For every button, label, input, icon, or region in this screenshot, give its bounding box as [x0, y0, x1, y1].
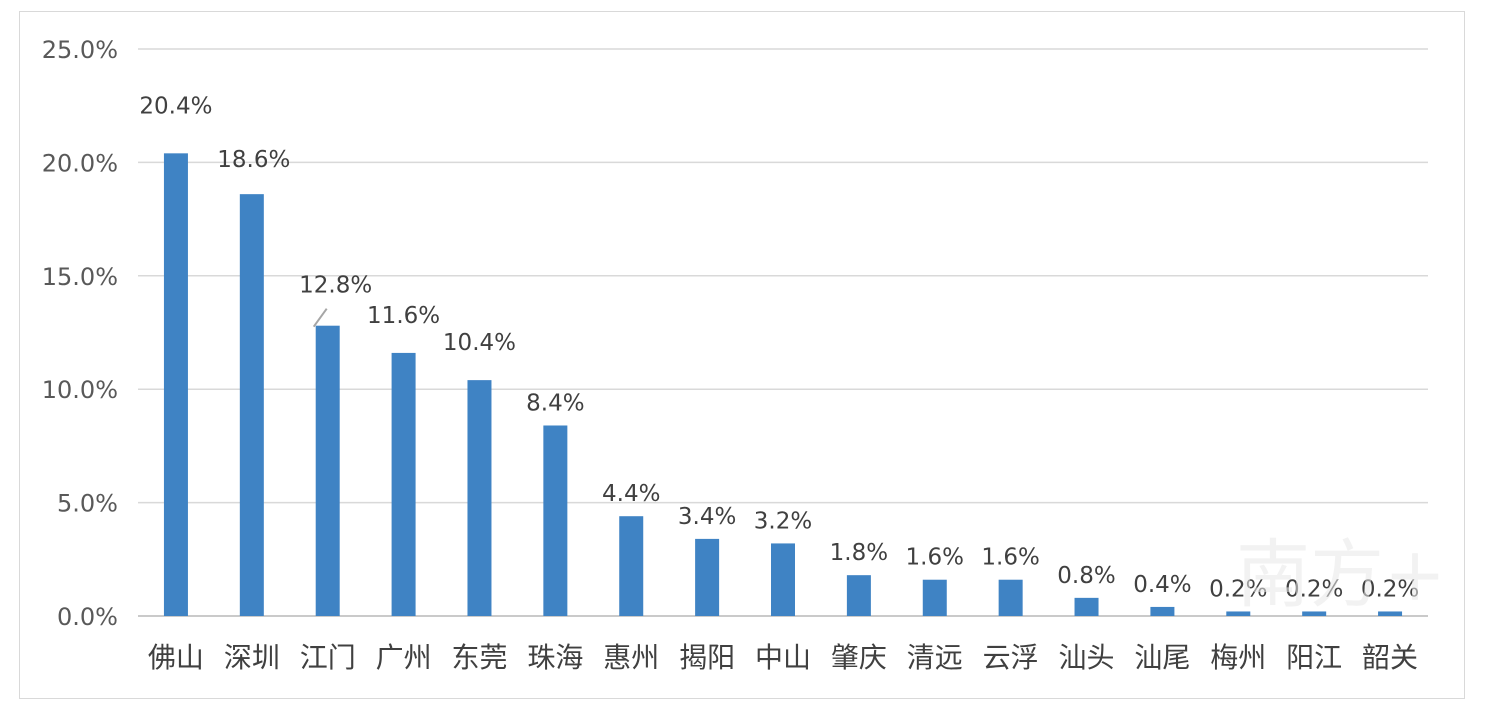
bar: [1074, 597, 1099, 616]
bars: [163, 153, 1403, 617]
data-label: 10.4%: [443, 330, 516, 356]
bar: [391, 352, 416, 616]
bar: [998, 579, 1023, 616]
data-label: 1.6%: [906, 545, 964, 571]
data-label: 3.4%: [678, 504, 736, 530]
data-label: 18.6%: [217, 147, 290, 173]
category-label: 江门: [300, 641, 356, 674]
bar: [846, 575, 871, 616]
category-label: 中山: [755, 641, 811, 674]
bar: [543, 425, 568, 616]
gridlines: [138, 48, 1428, 617]
data-label: 0.2%: [1285, 576, 1343, 602]
data-label: 0.2%: [1209, 576, 1267, 602]
y-tick-label: 15.0%: [42, 263, 118, 291]
data-label: 11.6%: [367, 303, 440, 329]
data-label: 8.4%: [526, 390, 584, 416]
data-label: 20.4%: [139, 93, 212, 119]
data-label: 4.4%: [602, 481, 660, 507]
category-label: 韶关: [1362, 641, 1418, 674]
bar: [239, 194, 264, 617]
category-label: 汕头: [1059, 641, 1115, 674]
bar: [163, 153, 188, 616]
bar: [315, 325, 340, 616]
y-axis-tick-labels: 0.0% 5.0% 10.0% 15.0% 20.0% 25.0%: [42, 36, 118, 631]
category-label: 梅州: [1210, 641, 1266, 674]
category-label: 云浮: [983, 641, 1039, 674]
x-axis-category-labels: 佛山 深圳 江门 广州 东莞 珠海 惠州 揭阳 中山 肇庆 清远 云浮 汕头 汕尾 梅州 阳江 韶关: [148, 641, 1418, 674]
data-label: 0.4%: [1133, 572, 1191, 598]
y-tick-label: 10.0%: [42, 376, 118, 404]
leader-line: [312, 308, 328, 328]
bar: [467, 380, 492, 616]
y-tick-label: 0.0%: [57, 603, 118, 631]
category-label: 肇庆: [831, 641, 887, 674]
bar: [695, 538, 720, 616]
category-label: 阳江: [1286, 641, 1342, 674]
data-label: 0.2%: [1361, 576, 1419, 602]
bar: [1226, 611, 1251, 616]
data-labels: 20.4% 18.6% 12.8% 11.6%10.4% 8.4% 4.4% 3.4% 3.2…: [139, 93, 1419, 602]
category-label: 汕尾: [1134, 641, 1190, 674]
bar: [922, 579, 947, 616]
bar: [1150, 606, 1175, 616]
category-label: 揭阳: [679, 641, 735, 674]
category-label: 广州: [376, 641, 432, 674]
bar: [1378, 611, 1403, 616]
category-label: 惠州: [603, 641, 659, 674]
data-label: 1.6%: [981, 545, 1039, 571]
y-tick-label: 5.0%: [57, 490, 118, 518]
bar: [619, 516, 644, 616]
watermark-logo: 南方+: [1236, 532, 1446, 618]
bar: [771, 543, 795, 616]
category-label: 佛山: [148, 641, 204, 674]
data-label: 12.8%: [299, 273, 372, 299]
category-label: 东莞: [451, 641, 507, 674]
category-label: 珠海: [527, 641, 583, 674]
data-label: 3.2%: [754, 508, 812, 534]
y-tick-label: 25.0%: [42, 36, 118, 64]
category-label: 清远: [907, 641, 963, 674]
category-label: 深圳: [224, 641, 280, 674]
data-label: 0.8%: [1057, 563, 1115, 589]
y-tick-label: 20.0%: [42, 149, 118, 177]
data-label: 1.8%: [830, 540, 888, 566]
bar: [1302, 611, 1327, 616]
